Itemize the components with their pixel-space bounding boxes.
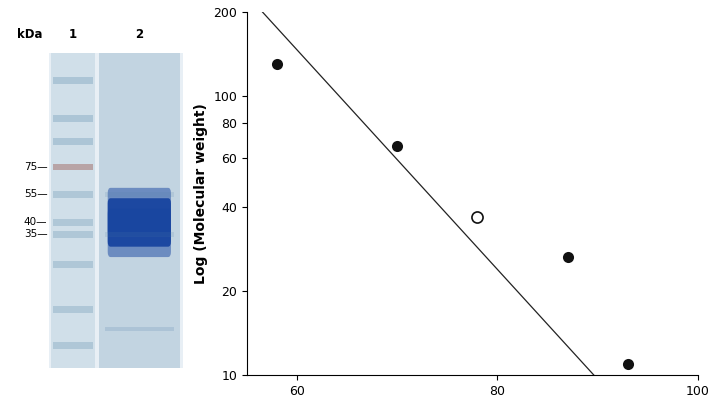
Text: 35—: 35—	[23, 229, 48, 239]
FancyBboxPatch shape	[108, 209, 171, 257]
Bar	[105, 232, 174, 237]
Bar	[53, 342, 93, 348]
Bar	[53, 261, 93, 267]
Bar	[53, 219, 93, 226]
Text: 75—: 75—	[23, 162, 48, 172]
Bar	[53, 191, 93, 198]
Text: kDa: kDa	[17, 28, 43, 41]
Bar	[53, 77, 93, 83]
Bar	[49, 53, 184, 368]
Bar	[51, 53, 95, 368]
Text: 55—: 55—	[23, 189, 48, 199]
Y-axis label: Log (Molecular weight): Log (Molecular weight)	[194, 103, 208, 284]
Bar	[53, 164, 93, 170]
Bar	[105, 327, 174, 331]
Bar	[53, 115, 93, 122]
Bar	[99, 53, 179, 368]
Bar	[53, 306, 93, 313]
Text: 2: 2	[135, 28, 143, 41]
FancyBboxPatch shape	[108, 188, 171, 236]
Bar	[105, 192, 174, 197]
Bar	[99, 53, 179, 368]
Text: 40—: 40—	[24, 218, 48, 228]
FancyBboxPatch shape	[108, 198, 171, 247]
Bar	[53, 231, 93, 238]
Text: 1: 1	[68, 28, 76, 41]
Bar	[53, 138, 93, 145]
